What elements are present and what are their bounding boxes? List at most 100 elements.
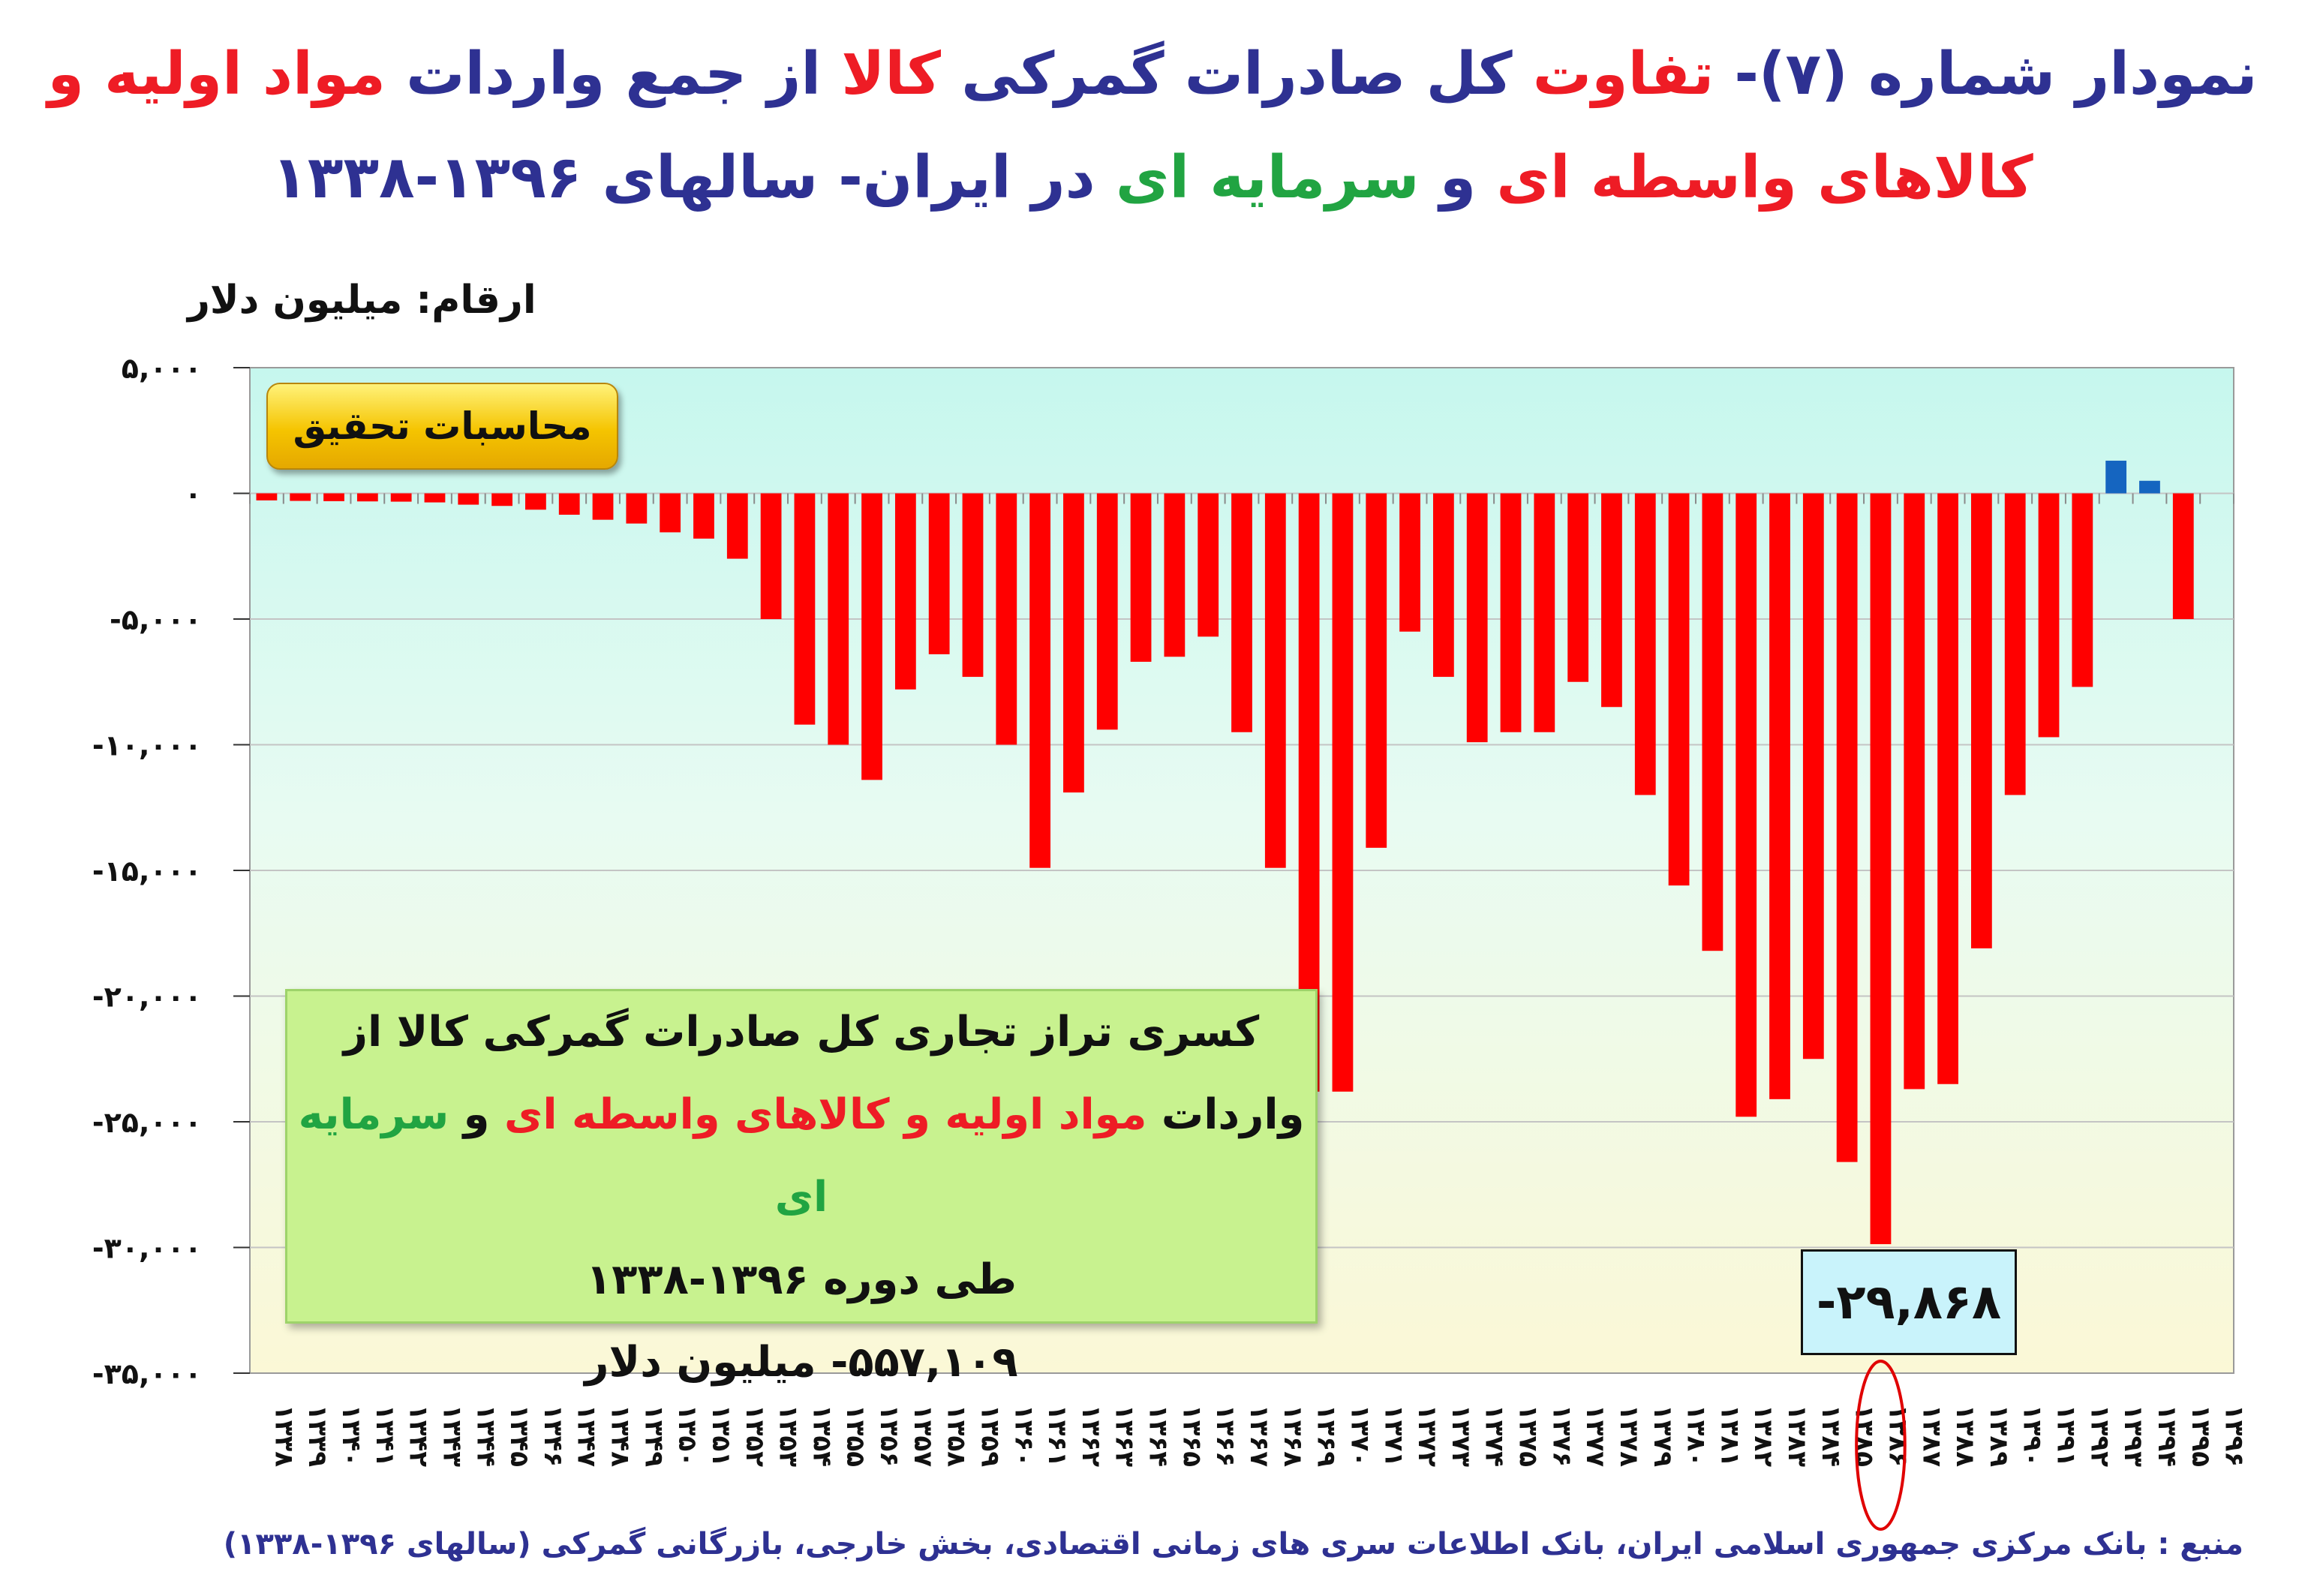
x-tick-label-۱۳۹۶: ۱۳۹۶ xyxy=(2219,1405,2249,1467)
bar-۱۳۴۱ xyxy=(356,493,378,502)
bar-۱۳۵۹ xyxy=(962,493,984,678)
x-tick-label-۱۳۵۲: ۱۳۵۲ xyxy=(740,1405,770,1467)
x-tick-label-۱۳۷۷: ۱۳۷۷ xyxy=(1580,1405,1610,1467)
x-tick-label-۱۳۸۲: ۱۳۸۲ xyxy=(1748,1405,1778,1467)
bar-۱۳۵۵ xyxy=(828,493,849,745)
x-tick-label-۱۳۷۴: ۱۳۷۴ xyxy=(1480,1405,1510,1467)
x-tick-label-۱۳۸۹: ۱۳۸۹ xyxy=(1984,1405,2014,1467)
bar-۱۳۳۹ xyxy=(290,493,311,501)
x-tick-label-۱۳۶۰: ۱۳۶۰ xyxy=(1008,1405,1038,1467)
x-tick-label-۱۳۳۹: ۱۳۳۹ xyxy=(302,1405,332,1467)
x-tick-label-۱۳۷۲: ۱۳۷۲ xyxy=(1412,1405,1442,1467)
x-tick-label-۱۳۸۳: ۱۳۸۳ xyxy=(1782,1405,1812,1467)
x-tick-label-۱۳۷۸: ۱۳۷۸ xyxy=(1614,1405,1644,1467)
bar-۱۳۵۲ xyxy=(726,493,748,559)
bar-۱۳۸۲ xyxy=(1736,493,1757,1117)
bar-۱۳۷۸ xyxy=(1601,493,1622,708)
title-part-difference: تفاوت xyxy=(1532,41,1714,108)
bar-۱۳۸۷ xyxy=(1904,493,1925,1090)
x-tick-label-۱۳۸۵: ۱۳۸۵ xyxy=(1850,1405,1880,1467)
bar-۱۳۸۹ xyxy=(1971,493,1992,948)
bar-۱۳۵۳ xyxy=(760,493,782,619)
bar-۱۳۸۰ xyxy=(1668,493,1690,886)
x-tick-label-۱۳۶۶: ۱۳۶۶ xyxy=(1210,1405,1240,1467)
bar-۱۳۶۳ xyxy=(1096,493,1118,730)
x-tick-label-۱۳۵۶: ۱۳۵۶ xyxy=(874,1405,904,1467)
x-tick-label-۱۳۶۷: ۱۳۶۷ xyxy=(1244,1405,1274,1467)
x-tick-label-۱۳۸۴: ۱۳۸۴ xyxy=(1816,1405,1846,1467)
summary-raw-intermediate: مواد اولیه و کالاهای واسطه ای xyxy=(504,1090,1147,1139)
title-part-raw-materials: مواد اولیه و xyxy=(47,41,386,108)
x-tick-label-۱۳۴۶: ۱۳۴۶ xyxy=(538,1405,568,1467)
x-tick-label-۱۳۹۴: ۱۳۹۴ xyxy=(2152,1405,2182,1467)
bar-۱۳۷۹ xyxy=(1634,493,1656,795)
x-tick-label-۱۳۵۸: ۱۳۵۸ xyxy=(942,1405,972,1467)
x-tick-label-۱۳۹۰: ۱۳۹۰ xyxy=(2018,1405,2048,1467)
bar-۱۳۵۷ xyxy=(894,493,916,690)
summary-line-1: کسری تراز تجاری کل صادرات گمرکی کالا از xyxy=(343,1008,1260,1056)
x-tick-label-۱۳۹۵: ۱۳۹۵ xyxy=(2186,1405,2216,1467)
x-tick-label-۱۳۹۱: ۱۳۹۱ xyxy=(2051,1405,2081,1467)
bar-۱۳۹۲ xyxy=(2072,493,2093,687)
x-tick-label-۱۳۴۸: ۱۳۴۸ xyxy=(606,1405,636,1467)
x-tick-label-۱۳۵۱: ۱۳۵۱ xyxy=(706,1405,736,1467)
minimum-value-callout: -۲۹,۸۶۸ xyxy=(1801,1249,2017,1355)
bar-۱۳۴۹ xyxy=(626,493,648,524)
bar-۱۳۹۴ xyxy=(2139,480,2160,494)
summary-and: و xyxy=(449,1090,504,1139)
bar-۱۳۹۳ xyxy=(2105,460,2127,494)
bar-۱۳۶۷ xyxy=(1231,493,1252,732)
summary-line-2: واردات مواد اولیه و کالاهای واسطه ای و س… xyxy=(287,1074,1315,1239)
x-tick-label-۱۳۵۵: ۱۳۵۵ xyxy=(840,1405,870,1467)
bar-۱۳۸۱ xyxy=(1702,493,1723,951)
y-tick-label: -۱۵,۰۰۰ xyxy=(92,855,202,888)
x-tick-label-۱۳۸۶: ۱۳۸۶ xyxy=(1883,1405,1913,1467)
x-tick-label-۱۳۷۹: ۱۳۷۹ xyxy=(1648,1405,1678,1467)
x-tick-label-۱۳۵۹: ۱۳۵۹ xyxy=(975,1405,1005,1467)
summary-line-4: ۵۵۷,۱۰۹- میلیون دلار xyxy=(585,1338,1018,1387)
bar-۱۳۷۷ xyxy=(1567,493,1589,682)
bar-۱۳۸۸ xyxy=(1937,493,1958,1084)
title-part-years: در ایران- سالهای ۱۳۹۶-۱۳۳۸ xyxy=(272,144,1116,212)
bar-۱۳۹۰ xyxy=(2004,493,2026,795)
x-tick-label-۱۳۵۴: ۱۳۵۴ xyxy=(807,1405,837,1467)
x-tick-label-۱۳۶۵: ۱۳۶۵ xyxy=(1177,1405,1207,1467)
bar-۱۳۵۶ xyxy=(861,493,882,780)
bar-۱۳۴۴ xyxy=(458,493,479,505)
chart-title: نمودار شماره (۷)- تفاوت کل صادرات گمرکی … xyxy=(30,23,2275,230)
x-tick-label-۱۳۶۱: ۱۳۶۱ xyxy=(1042,1405,1072,1467)
x-tick-label-۱۳۴۹: ۱۳۴۹ xyxy=(639,1405,669,1467)
x-tick-label-۱۳۷۱: ۱۳۷۱ xyxy=(1378,1405,1408,1467)
source-note: منبع : بانک مرکزی جمهوری اسلامی ایران، ب… xyxy=(223,1527,2243,1561)
summary-imports: واردات xyxy=(1146,1090,1305,1139)
bar-۱۳۷۱ xyxy=(1366,493,1387,848)
bar-۱۳۸۶ xyxy=(1870,493,1892,1245)
x-tick-label-۱۳۴۱: ۱۳۴۱ xyxy=(370,1405,400,1467)
bar-۱۳۸۳ xyxy=(1769,493,1790,1099)
summary-capital: سرمایه ای xyxy=(298,1090,828,1222)
x-tick-label-۱۳۴۳: ۱۳۴۳ xyxy=(437,1405,467,1467)
bar-۱۳۴۲ xyxy=(390,493,412,502)
bar-۱۳۷۳ xyxy=(1432,493,1454,678)
bar-۱۳۹۵ xyxy=(2172,493,2194,619)
x-tick-label-۱۳۴۰: ۱۳۴۰ xyxy=(336,1405,366,1467)
bar-۱۳۷۲ xyxy=(1399,493,1420,632)
bar-۱۳۸۵ xyxy=(1836,493,1858,1162)
bar-۱۳۶۴ xyxy=(1130,493,1152,662)
x-tick-label-۱۳۳۸: ۱۳۳۸ xyxy=(269,1405,299,1467)
x-tick-label-۱۳۹۲: ۱۳۹۲ xyxy=(2084,1405,2114,1467)
title-part-exports: کل صادرات گمرکی xyxy=(940,41,1533,108)
bar-۱۳۶۵ xyxy=(1164,493,1186,657)
bar-۱۳۴۵ xyxy=(491,493,512,506)
bar-۱۳۷۴ xyxy=(1466,493,1488,743)
bar-۱۳۶۱ xyxy=(1029,493,1051,868)
title-part-number: نمودار شماره (۷)- xyxy=(1714,41,2258,108)
y-tick-label: -۲۵,۰۰۰ xyxy=(92,1106,202,1139)
x-tick-label-۱۳۴۲: ۱۳۴۲ xyxy=(404,1405,434,1467)
y-tick-label: -۲۰,۰۰۰ xyxy=(92,981,202,1014)
x-tick-label-۱۳۶۲: ۱۳۶۲ xyxy=(1076,1405,1106,1467)
title-part-intermediate: کالاهای واسطه ای xyxy=(1496,144,2033,212)
x-tick-label-۱۳۵۷: ۱۳۵۷ xyxy=(908,1405,938,1467)
x-tick-label-۱۳۶۹: ۱۳۶۹ xyxy=(1312,1405,1342,1467)
title-part-goods: کالا xyxy=(841,41,941,108)
